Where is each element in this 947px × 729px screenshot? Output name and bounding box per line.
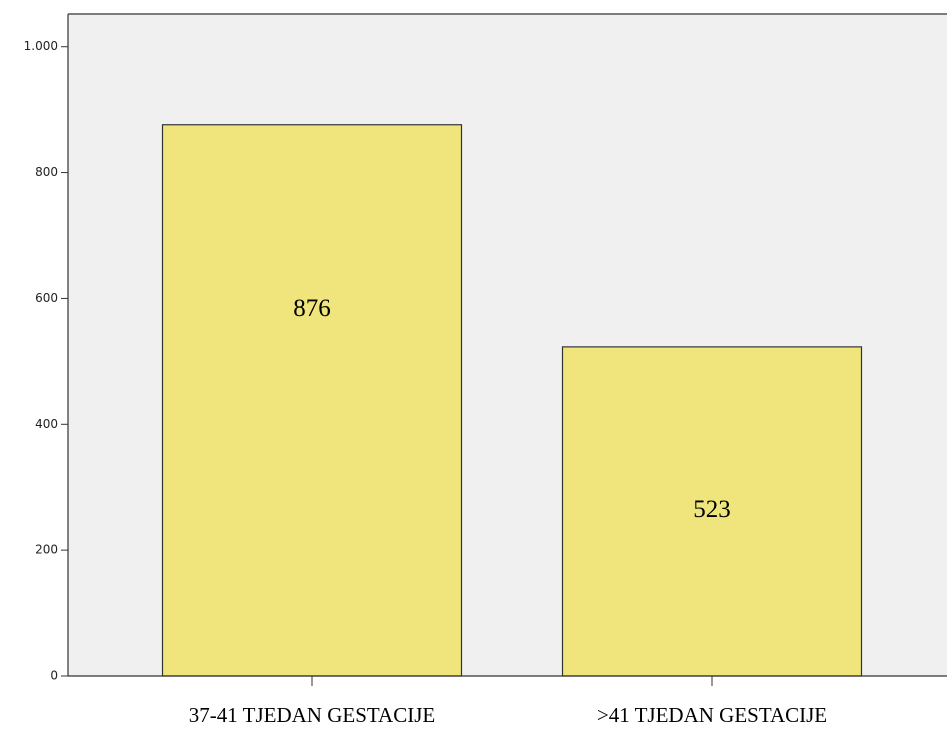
y-tick-label: 0	[50, 669, 58, 683]
y-tick-label: 600	[35, 291, 58, 305]
y-tick-label: 200	[35, 543, 58, 557]
y-tick-label: 400	[35, 417, 58, 431]
y-tick-label: 800	[35, 165, 58, 179]
y-tick-label: 1.000	[24, 39, 58, 53]
bar	[561, 346, 863, 677]
x-tick-label: 37-41 TJEDAN GESTACIJE	[189, 703, 435, 727]
bar	[161, 124, 463, 677]
data-label: 523	[693, 496, 731, 523]
x-tick-label: >41 TJEDAN GESTACIJE	[597, 703, 827, 727]
data-label: 876	[293, 295, 331, 322]
